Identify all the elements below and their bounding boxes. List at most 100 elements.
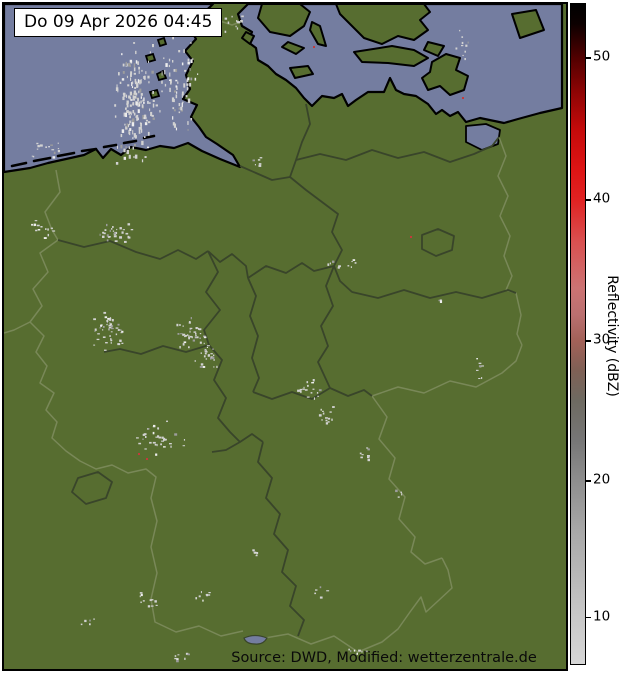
echo-speck: [256, 554, 258, 556]
echo-speck: [161, 80, 163, 84]
echo-speck: [143, 114, 147, 118]
echo-speck: [144, 156, 147, 158]
echo-speck: [360, 456, 363, 459]
echo-speck: [126, 75, 128, 79]
echo-speck: [45, 228, 47, 231]
colorbar-axis-label: Reflectivity (dBZ): [604, 275, 620, 397]
echo-speck: [52, 156, 56, 159]
echo-speck: [127, 84, 130, 87]
echo-speck: [175, 85, 178, 88]
echo-speck: [35, 229, 38, 232]
echo-speck: [193, 331, 197, 333]
echo-speck: [464, 58, 466, 61]
colorbar-tick-label: 40: [593, 190, 611, 207]
echo-speck: [107, 317, 111, 320]
echo-speck: [133, 156, 135, 159]
echo-speck: [106, 321, 108, 324]
echo-speck: [467, 41, 469, 44]
echo-speck: [152, 91, 154, 94]
echo-speck: [207, 594, 211, 596]
echo-speck: [177, 81, 179, 84]
colorbar-tick-mark: [586, 340, 591, 342]
echo-speck: [227, 21, 230, 24]
echo-speck: [129, 104, 132, 107]
echo-speck: [137, 79, 140, 84]
echo-speck: [163, 438, 166, 441]
echo-speck: [464, 50, 466, 53]
echo-speck: [199, 366, 203, 368]
echo-speck: [138, 129, 141, 134]
echo-speck: [133, 90, 137, 95]
echo-speck: [144, 75, 146, 80]
echo-speck: [258, 164, 262, 167]
echo-speck: [213, 366, 215, 368]
echo-speck: [51, 149, 55, 151]
echo-speck: [189, 335, 192, 338]
echo-speck: [110, 331, 113, 333]
echo-speck: [365, 650, 368, 652]
echo-speck: [174, 90, 177, 93]
echo-speck: [187, 98, 191, 103]
echo-speck: [127, 223, 131, 226]
echo-speck: [312, 379, 315, 382]
echo-speck: [111, 327, 114, 330]
echo-speck: [187, 77, 190, 81]
echo-speck: [129, 128, 132, 132]
echo-speck: [106, 320, 109, 322]
echo-speck: [168, 64, 170, 68]
echo-speck: [147, 75, 150, 79]
echo-speck: [164, 438, 167, 441]
echo-speck: [140, 79, 142, 84]
echo-speck: [150, 599, 154, 601]
echo-speck: [145, 119, 148, 122]
echo-speck: [173, 109, 176, 112]
echo-speck: [121, 330, 124, 333]
echo-speck: [130, 99, 133, 101]
echo-speck: [132, 81, 134, 85]
echo-speck: [34, 220, 38, 222]
echo-speck: [105, 342, 108, 344]
echo-speck: [312, 388, 315, 390]
echo-speck: [236, 20, 238, 23]
country-borders: [4, 18, 523, 653]
echo-speck: [182, 343, 185, 346]
echo-speck: [128, 129, 130, 135]
echo-speck: [121, 342, 124, 344]
echo-speck: [138, 442, 142, 445]
echo-speck: [327, 421, 330, 423]
echo-speck: [212, 348, 214, 350]
echo-speck: [121, 53, 123, 56]
echo-speck: [311, 382, 315, 384]
echo-speck: [299, 390, 302, 392]
echo-speck: [350, 266, 352, 268]
echo-speck: [213, 359, 215, 361]
echo-speck: [210, 353, 213, 355]
echo-speck: [318, 389, 322, 392]
echo-speck: [132, 110, 135, 114]
echo-speck: [206, 593, 209, 597]
echo-speck: [461, 36, 464, 38]
echo-speck: [31, 155, 33, 157]
echo-speck: [128, 146, 131, 150]
echo-speck: [136, 117, 138, 121]
echo-speck: [354, 262, 357, 264]
echo-speck: [134, 87, 137, 89]
echo-speck: [198, 328, 202, 331]
echo-speck: [192, 339, 196, 342]
echo-speck: [48, 146, 50, 148]
echo-speck: [181, 62, 184, 66]
echo-speck: [109, 317, 112, 320]
echo-speck: [190, 77, 193, 81]
echo-speck: [165, 63, 168, 67]
echo-speck: [194, 360, 196, 362]
echo-speck: [136, 437, 139, 439]
echo-speck: [166, 420, 168, 423]
echo-speck: [37, 145, 40, 148]
echo-speck: [347, 265, 350, 267]
echo-speck: [161, 436, 164, 439]
echo-speck: [306, 396, 310, 398]
echo-speck: [119, 339, 122, 342]
echo-speck: [102, 235, 105, 238]
echo-speck: [258, 163, 262, 165]
echo-speck: [189, 330, 191, 333]
